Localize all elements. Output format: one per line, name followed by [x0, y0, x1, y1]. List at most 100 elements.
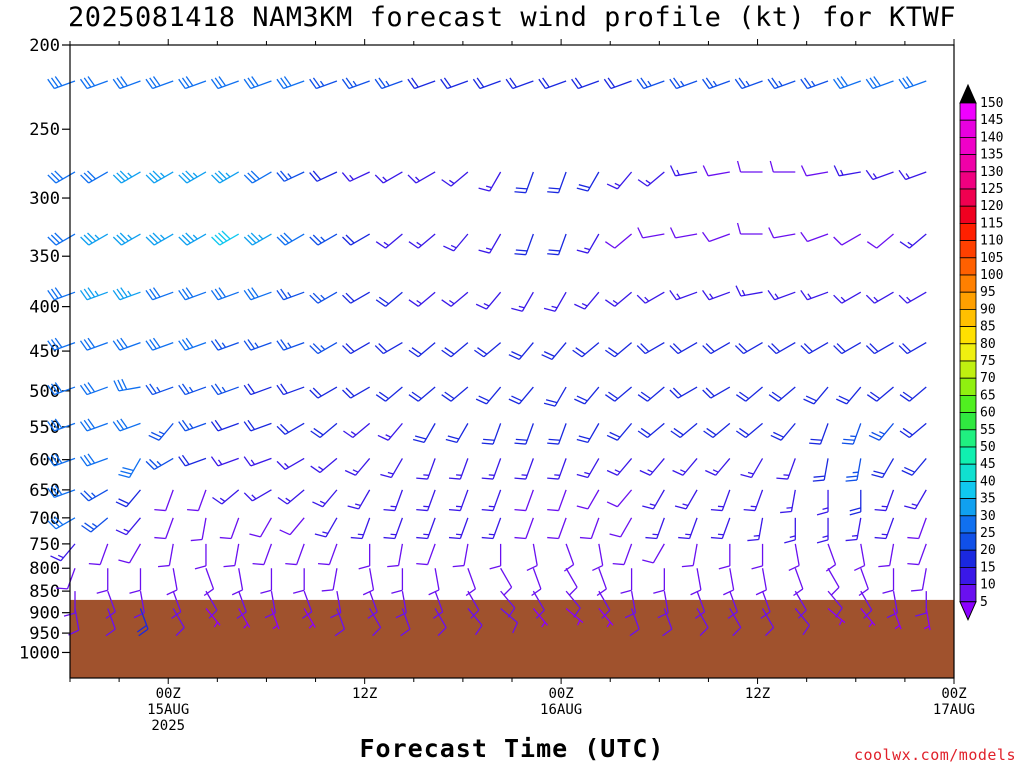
- wind-barb: [358, 543, 371, 570]
- barb-full: [280, 288, 288, 299]
- barb-full: [118, 559, 130, 564]
- barb-full: [120, 418, 128, 429]
- wind-barb: [514, 171, 534, 194]
- barb-half: [518, 305, 525, 309]
- barb-full: [563, 564, 575, 572]
- barb-full: [548, 187, 561, 190]
- barb-full: [840, 76, 849, 87]
- barb-full: [640, 427, 651, 436]
- barb-full: [47, 487, 55, 498]
- barb-full: [607, 77, 616, 88]
- wind-barb: [80, 489, 109, 502]
- barb-full: [181, 77, 190, 88]
- barb-full: [342, 236, 352, 246]
- wind-barb: [374, 342, 403, 355]
- colorbar-swatch: [959, 429, 977, 448]
- barb-full: [411, 77, 419, 88]
- barb-full: [804, 77, 812, 88]
- barb-staff: [283, 341, 305, 351]
- wind-barb: [112, 76, 141, 90]
- barb-half: [416, 299, 422, 305]
- barb-staff: [630, 591, 637, 613]
- barb-full: [508, 398, 520, 405]
- barb-staff: [434, 608, 447, 628]
- wind-barb: [800, 165, 829, 177]
- barb-staff: [874, 342, 894, 355]
- barb-full: [542, 77, 550, 88]
- barb-full: [849, 511, 861, 516]
- barb-staff: [512, 80, 534, 90]
- barb-full: [408, 299, 419, 307]
- barb-staff: [492, 517, 502, 539]
- barb-half: [868, 621, 873, 628]
- barb-full: [642, 505, 654, 510]
- barb-full: [280, 383, 288, 394]
- barb-staff: [66, 568, 76, 590]
- barb-full: [576, 187, 589, 192]
- barb-full: [481, 536, 494, 540]
- barb-half: [352, 80, 358, 87]
- barb-staff: [139, 591, 145, 613]
- wind-barb: [236, 590, 247, 619]
- barb-staff: [905, 80, 927, 90]
- colorbar-label: 145: [980, 113, 1003, 128]
- barb-half: [354, 503, 361, 507]
- barb-full: [873, 76, 881, 87]
- barb-full: [574, 303, 585, 310]
- barb-full: [416, 508, 428, 512]
- barb-full: [83, 490, 93, 500]
- barb-half: [774, 293, 779, 299]
- barb-staff: [450, 291, 469, 307]
- barb-full: [869, 391, 881, 400]
- barb-full: [474, 349, 485, 358]
- barb-staff: [128, 543, 142, 564]
- colorbar-label: 150: [980, 96, 1003, 111]
- barb-staff: [230, 517, 240, 539]
- wind-barb: [408, 233, 436, 249]
- barb-staff: [614, 386, 633, 402]
- barb-full: [283, 232, 293, 242]
- barb-staff: [252, 489, 272, 502]
- wind-barb: [500, 567, 513, 596]
- barb-full: [740, 473, 752, 479]
- barb-full: [767, 345, 777, 355]
- wind-barb: [478, 171, 502, 192]
- barb-full: [185, 337, 194, 348]
- barb-full: [374, 174, 384, 184]
- barb-full: [776, 477, 788, 480]
- barb-full: [383, 536, 395, 540]
- barb-staff: [525, 423, 534, 445]
- y-tick-label: 1000: [19, 643, 60, 663]
- barb-full: [47, 290, 55, 301]
- barb-half: [322, 531, 329, 535]
- barb-full: [136, 624, 148, 633]
- barb-full: [54, 516, 64, 526]
- wind-barb: [145, 287, 174, 301]
- barb-full: [120, 470, 132, 475]
- barb-full: [907, 536, 919, 540]
- wind-barb: [899, 386, 927, 402]
- barb-full: [79, 456, 88, 467]
- barb-staff: [679, 422, 698, 439]
- wind-barb: [148, 422, 174, 441]
- barb-full: [678, 536, 690, 540]
- wind-barb: [347, 489, 371, 510]
- barb-full: [378, 343, 388, 353]
- barb-full: [705, 77, 714, 88]
- barb-full: [846, 475, 858, 478]
- wind-barb: [112, 170, 141, 184]
- barb-full: [767, 78, 776, 89]
- barb-full: [572, 349, 583, 358]
- wind-barb: [833, 233, 862, 246]
- barb-full: [710, 508, 723, 512]
- barb-full: [800, 231, 808, 242]
- wind-barb: [243, 489, 272, 502]
- wind-barb: [145, 232, 174, 246]
- barb-full: [120, 76, 128, 87]
- barb-full: [212, 496, 223, 505]
- barb-full: [187, 508, 199, 512]
- barb-staff: [434, 590, 444, 613]
- barb-full: [152, 170, 162, 180]
- barb-full: [185, 76, 194, 87]
- wind-barb: [276, 76, 305, 90]
